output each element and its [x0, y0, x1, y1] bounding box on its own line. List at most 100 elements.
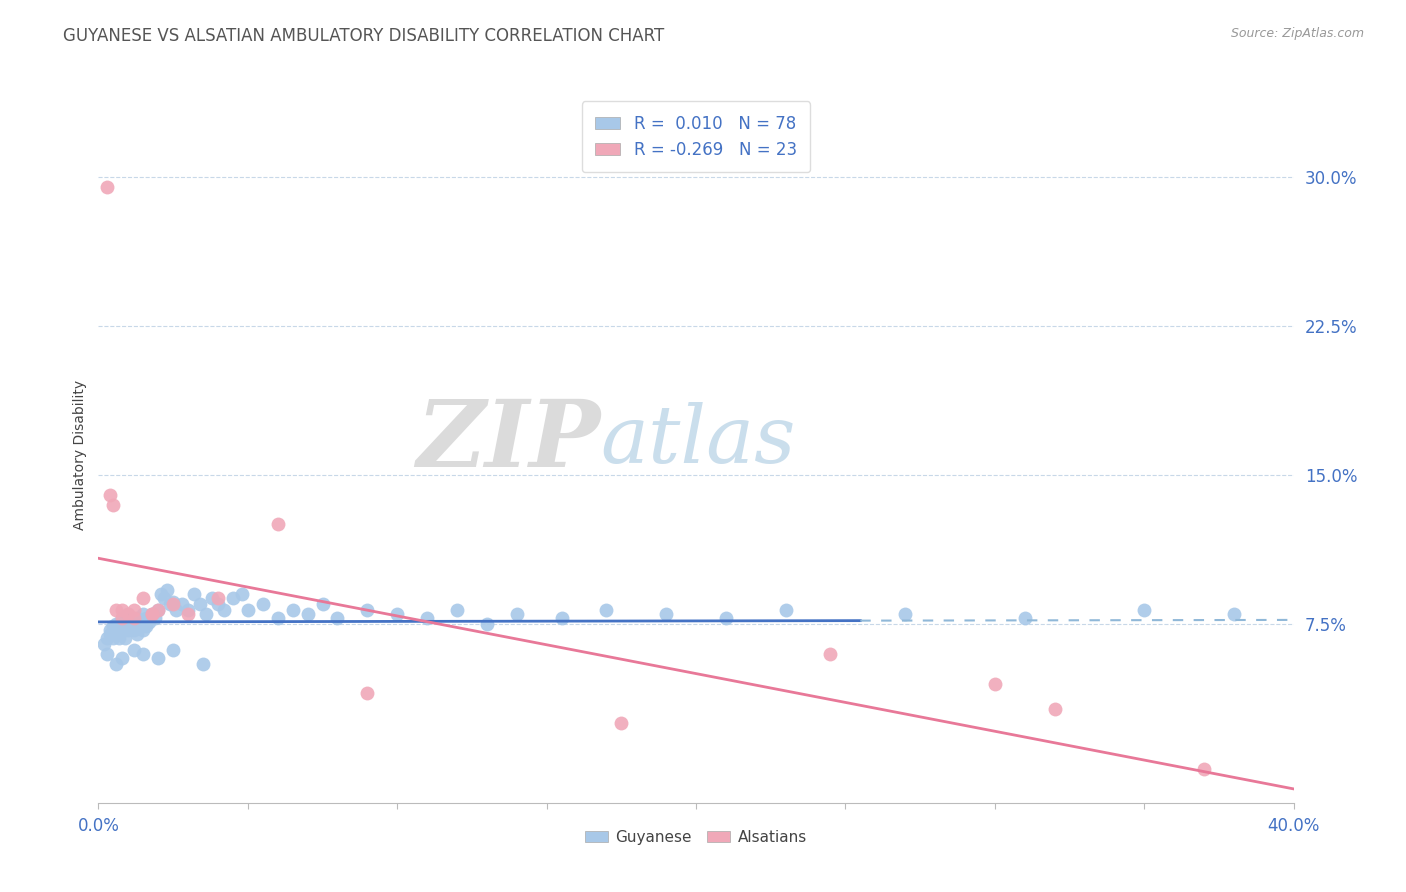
- Point: [153, 591, 176, 605]
- Point: [207, 597, 229, 611]
- Point: [222, 591, 245, 605]
- Point: [96, 647, 118, 661]
- Point: [148, 650, 170, 665]
- Point: [124, 611, 146, 625]
- Point: [231, 587, 253, 601]
- Point: [984, 676, 1007, 690]
- Point: [714, 611, 737, 625]
- Point: [93, 637, 115, 651]
- Point: [127, 611, 149, 625]
- Point: [595, 603, 617, 617]
- Point: [105, 623, 128, 637]
- Point: [124, 603, 146, 617]
- Point: [132, 607, 155, 621]
- Point: [894, 607, 917, 621]
- Point: [105, 616, 128, 631]
- Text: Source: ZipAtlas.com: Source: ZipAtlas.com: [1230, 27, 1364, 40]
- Point: [124, 615, 146, 629]
- Point: [111, 603, 134, 617]
- Point: [172, 597, 194, 611]
- Point: [610, 716, 633, 731]
- Point: [183, 587, 205, 601]
- Point: [124, 623, 146, 637]
- Point: [311, 597, 333, 611]
- Point: [1133, 603, 1156, 617]
- Point: [326, 611, 349, 625]
- Point: [1043, 702, 1066, 716]
- Point: [165, 603, 187, 617]
- Point: [138, 615, 160, 629]
- Point: [252, 597, 274, 611]
- Point: [267, 611, 290, 625]
- Point: [162, 595, 184, 609]
- Point: [135, 619, 157, 633]
- Point: [103, 498, 125, 512]
- Y-axis label: Ambulatory Disability: Ambulatory Disability: [73, 380, 87, 530]
- Point: [550, 611, 572, 625]
- Point: [141, 607, 163, 621]
- Point: [111, 650, 134, 665]
- Point: [127, 627, 149, 641]
- Point: [96, 631, 118, 645]
- Point: [132, 647, 155, 661]
- Point: [114, 631, 136, 645]
- Text: GUYANESE VS ALSATIAN AMBULATORY DISABILITY CORRELATION CHART: GUYANESE VS ALSATIAN AMBULATORY DISABILI…: [63, 27, 665, 45]
- Point: [143, 611, 166, 625]
- Point: [212, 603, 235, 617]
- Point: [105, 603, 128, 617]
- Point: [446, 603, 468, 617]
- Point: [201, 591, 224, 605]
- Point: [120, 619, 142, 633]
- Point: [356, 603, 378, 617]
- Point: [655, 607, 678, 621]
- Point: [162, 642, 184, 657]
- Point: [159, 597, 181, 611]
- Point: [1223, 607, 1246, 621]
- Point: [108, 627, 131, 641]
- Point: [1192, 762, 1215, 776]
- Point: [820, 647, 842, 661]
- Point: [141, 607, 163, 621]
- Point: [177, 603, 200, 617]
- Point: [96, 179, 118, 194]
- Point: [141, 607, 163, 621]
- Point: [297, 607, 319, 621]
- Point: [103, 619, 125, 633]
- Point: [108, 616, 131, 631]
- Point: [98, 488, 122, 502]
- Point: [775, 603, 797, 617]
- Point: [98, 627, 122, 641]
- Point: [111, 611, 134, 625]
- Point: [356, 686, 378, 700]
- Point: [162, 597, 184, 611]
- Point: [191, 657, 214, 671]
- Point: [132, 591, 155, 605]
- Point: [1014, 611, 1036, 625]
- Text: ZIP: ZIP: [416, 396, 600, 486]
- Point: [267, 517, 290, 532]
- Point: [129, 616, 152, 631]
- Point: [132, 623, 155, 637]
- Point: [195, 607, 218, 621]
- Text: atlas: atlas: [600, 402, 796, 480]
- Point: [114, 615, 136, 629]
- Point: [108, 631, 131, 645]
- Point: [98, 623, 122, 637]
- Point: [156, 583, 179, 598]
- Point: [124, 642, 146, 657]
- Point: [148, 603, 170, 617]
- Point: [103, 631, 125, 645]
- Point: [281, 603, 304, 617]
- Point: [148, 603, 170, 617]
- Point: [117, 623, 139, 637]
- Point: [120, 611, 142, 625]
- Point: [135, 611, 157, 625]
- Point: [506, 607, 529, 621]
- Point: [416, 611, 439, 625]
- Point: [111, 611, 134, 625]
- Point: [188, 597, 211, 611]
- Point: [111, 623, 134, 637]
- Point: [105, 657, 128, 671]
- Point: [117, 607, 139, 621]
- Legend: Guyanese, Alsatians: Guyanese, Alsatians: [579, 823, 813, 851]
